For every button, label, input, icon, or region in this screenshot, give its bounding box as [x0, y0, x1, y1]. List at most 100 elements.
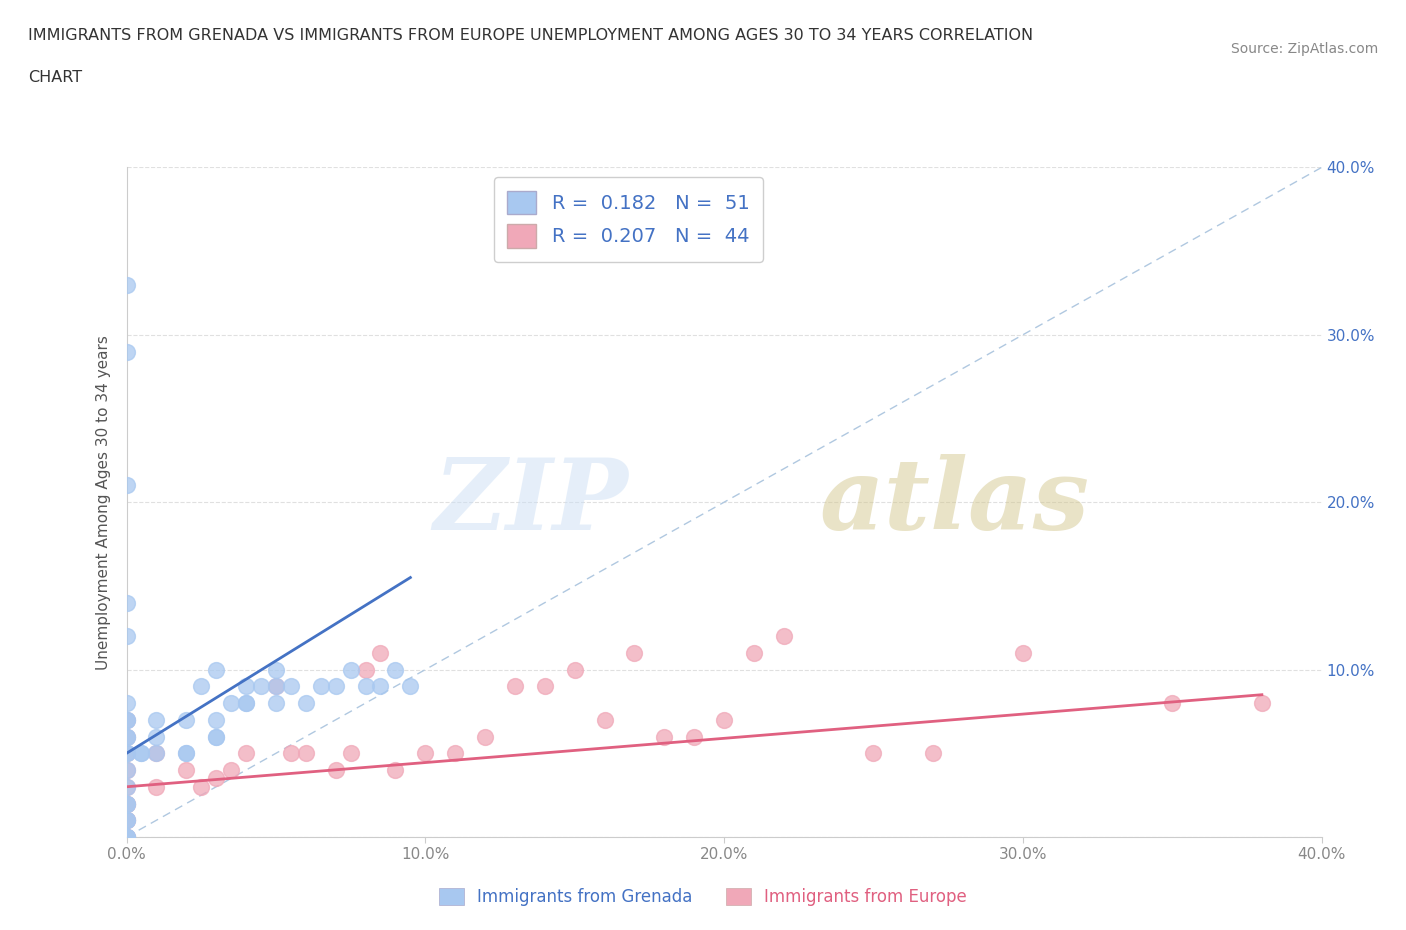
Y-axis label: Unemployment Among Ages 30 to 34 years: Unemployment Among Ages 30 to 34 years [96, 335, 111, 670]
Point [115, 729, 138, 744]
Point [115, 729, 138, 744]
Point [1161, 696, 1184, 711]
Point [174, 746, 197, 761]
Text: IMMIGRANTS FROM GRENADA VS IMMIGRANTS FROM EUROPE UNEMPLOYMENT AMONG AGES 30 TO : IMMIGRANTS FROM GRENADA VS IMMIGRANTS FR… [28, 28, 1033, 43]
Point [370, 645, 392, 660]
Point [773, 629, 796, 644]
Point [264, 679, 287, 694]
Point [1011, 645, 1033, 660]
Point [1251, 696, 1274, 711]
Point [115, 830, 138, 844]
Point [474, 729, 496, 744]
Point [145, 746, 167, 761]
Point [399, 679, 422, 694]
Point [534, 679, 557, 694]
Point [325, 763, 347, 777]
Point [145, 729, 167, 744]
Point [742, 645, 765, 660]
Point [205, 712, 228, 727]
Point [115, 746, 138, 761]
Point [235, 696, 257, 711]
Point [145, 746, 167, 761]
Text: Source: ZipAtlas.com: Source: ZipAtlas.com [1230, 42, 1378, 56]
Point [309, 679, 332, 694]
Point [564, 662, 586, 677]
Point [235, 746, 257, 761]
Point [115, 830, 138, 844]
Point [623, 645, 645, 660]
Point [280, 679, 302, 694]
Point [264, 696, 287, 711]
Point [115, 813, 138, 828]
Point [115, 796, 138, 811]
Point [339, 662, 361, 677]
Point [205, 729, 228, 744]
Point [593, 712, 616, 727]
Point [115, 813, 138, 828]
Point [415, 746, 437, 761]
Point [115, 712, 138, 727]
Point [115, 277, 138, 292]
Point [174, 712, 197, 727]
Point [115, 830, 138, 844]
Point [205, 662, 228, 677]
Point [174, 763, 197, 777]
Point [503, 679, 526, 694]
Point [354, 662, 377, 677]
Point [384, 662, 406, 677]
Point [115, 796, 138, 811]
Point [115, 813, 138, 828]
Point [115, 629, 138, 644]
Point [370, 679, 392, 694]
Legend: Immigrants from Grenada, Immigrants from Europe: Immigrants from Grenada, Immigrants from… [432, 881, 974, 912]
Point [339, 746, 361, 761]
Point [219, 763, 242, 777]
Point [131, 746, 153, 761]
Point [354, 679, 377, 694]
Point [115, 712, 138, 727]
Point [145, 779, 167, 794]
Point [652, 729, 675, 744]
Point [115, 729, 138, 744]
Point [115, 746, 138, 761]
Point [115, 830, 138, 844]
Point [115, 746, 138, 761]
Point [264, 679, 287, 694]
Point [115, 813, 138, 828]
Point [280, 746, 302, 761]
Point [115, 830, 138, 844]
Point [115, 595, 138, 610]
Point [115, 344, 138, 359]
Point [264, 662, 287, 677]
Point [384, 763, 406, 777]
Point [294, 746, 316, 761]
Point [219, 696, 242, 711]
Point [235, 679, 257, 694]
Point [190, 679, 212, 694]
Legend: R =  0.182   N =  51, R =  0.207   N =  44: R = 0.182 N = 51, R = 0.207 N = 44 [494, 177, 763, 261]
Point [131, 746, 153, 761]
Point [115, 763, 138, 777]
Point [190, 779, 212, 794]
Point [145, 712, 167, 727]
Text: atlas: atlas [820, 454, 1090, 551]
Point [115, 763, 138, 777]
Point [235, 696, 257, 711]
Point [115, 696, 138, 711]
Point [862, 746, 884, 761]
Point [115, 779, 138, 794]
Point [294, 696, 316, 711]
Point [250, 679, 273, 694]
Point [205, 771, 228, 786]
Point [115, 779, 138, 794]
Point [205, 729, 228, 744]
Point [115, 712, 138, 727]
Point [115, 796, 138, 811]
Text: ZIP: ZIP [433, 454, 628, 551]
Point [174, 746, 197, 761]
Point [713, 712, 735, 727]
Point [325, 679, 347, 694]
Point [683, 729, 706, 744]
Text: CHART: CHART [28, 70, 82, 85]
Point [115, 796, 138, 811]
